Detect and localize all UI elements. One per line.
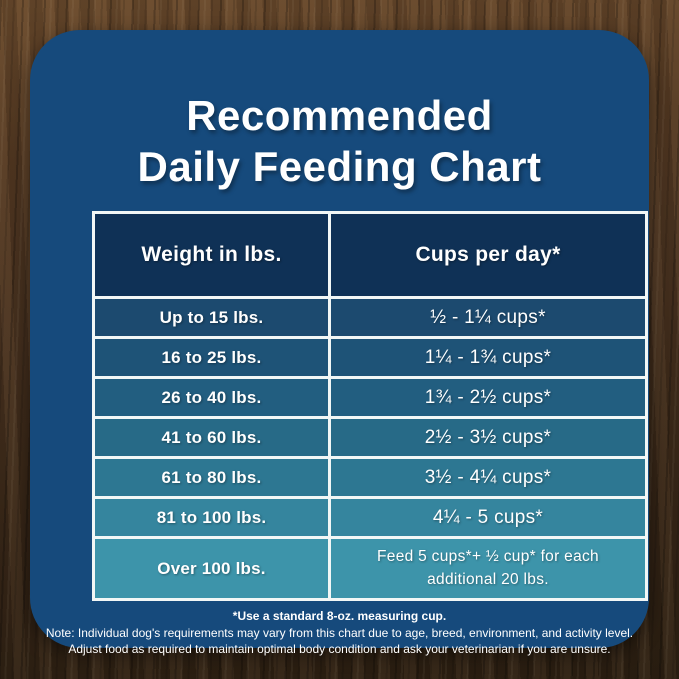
table-row-weight: 16 to 25 lbs. (95, 339, 328, 376)
table-row-cups: Feed 5 cups*+ ½ cup* for each additional… (331, 539, 645, 598)
table-row-cups: 3½ - 4¼ cups* (331, 459, 645, 496)
page-title: Recommended Daily Feeding Chart (30, 90, 649, 192)
table-row-cups: 1¼ - 1¾ cups* (331, 339, 645, 376)
column-header-cups: Cups per day* (331, 214, 645, 296)
table-row-weight: 61 to 80 lbs. (95, 459, 328, 496)
page-title-line1: Recommended (186, 92, 493, 139)
feeding-table: Weight in lbs. Cups per day* Up to 15 lb… (92, 211, 648, 601)
table-row-cups: 2½ - 3½ cups* (331, 419, 645, 456)
table-row-weight: 81 to 100 lbs. (95, 499, 328, 536)
feeding-chart-card: Recommended Daily Feeding Chart Weight i… (30, 30, 649, 656)
footnotes: *Use a standard 8-oz. measuring cup. Not… (30, 608, 649, 658)
table-row-cups: 4¼ - 5 cups* (331, 499, 645, 536)
disclaimer-line1: Note: Individual dog's requirements may … (45, 625, 634, 640)
column-header-weight: Weight in lbs. (95, 214, 328, 296)
table-row-weight: Up to 15 lbs. (95, 299, 328, 336)
page-title-line2: Daily Feeding Chart (137, 143, 542, 191)
table-row-weight: 41 to 60 lbs. (95, 419, 328, 456)
table-row-weight: 26 to 40 lbs. (95, 379, 328, 416)
table-row-weight: Over 100 lbs. (95, 539, 328, 598)
measuring-cup-note: *Use a standard 8-oz. measuring cup. (232, 609, 447, 623)
disclaimer-line2: Adjust food as required to maintain opti… (68, 642, 611, 657)
table-row-cups: ½ - 1¼ cups* (331, 299, 645, 336)
table-row-cups: 1¾ - 2½ cups* (331, 379, 645, 416)
